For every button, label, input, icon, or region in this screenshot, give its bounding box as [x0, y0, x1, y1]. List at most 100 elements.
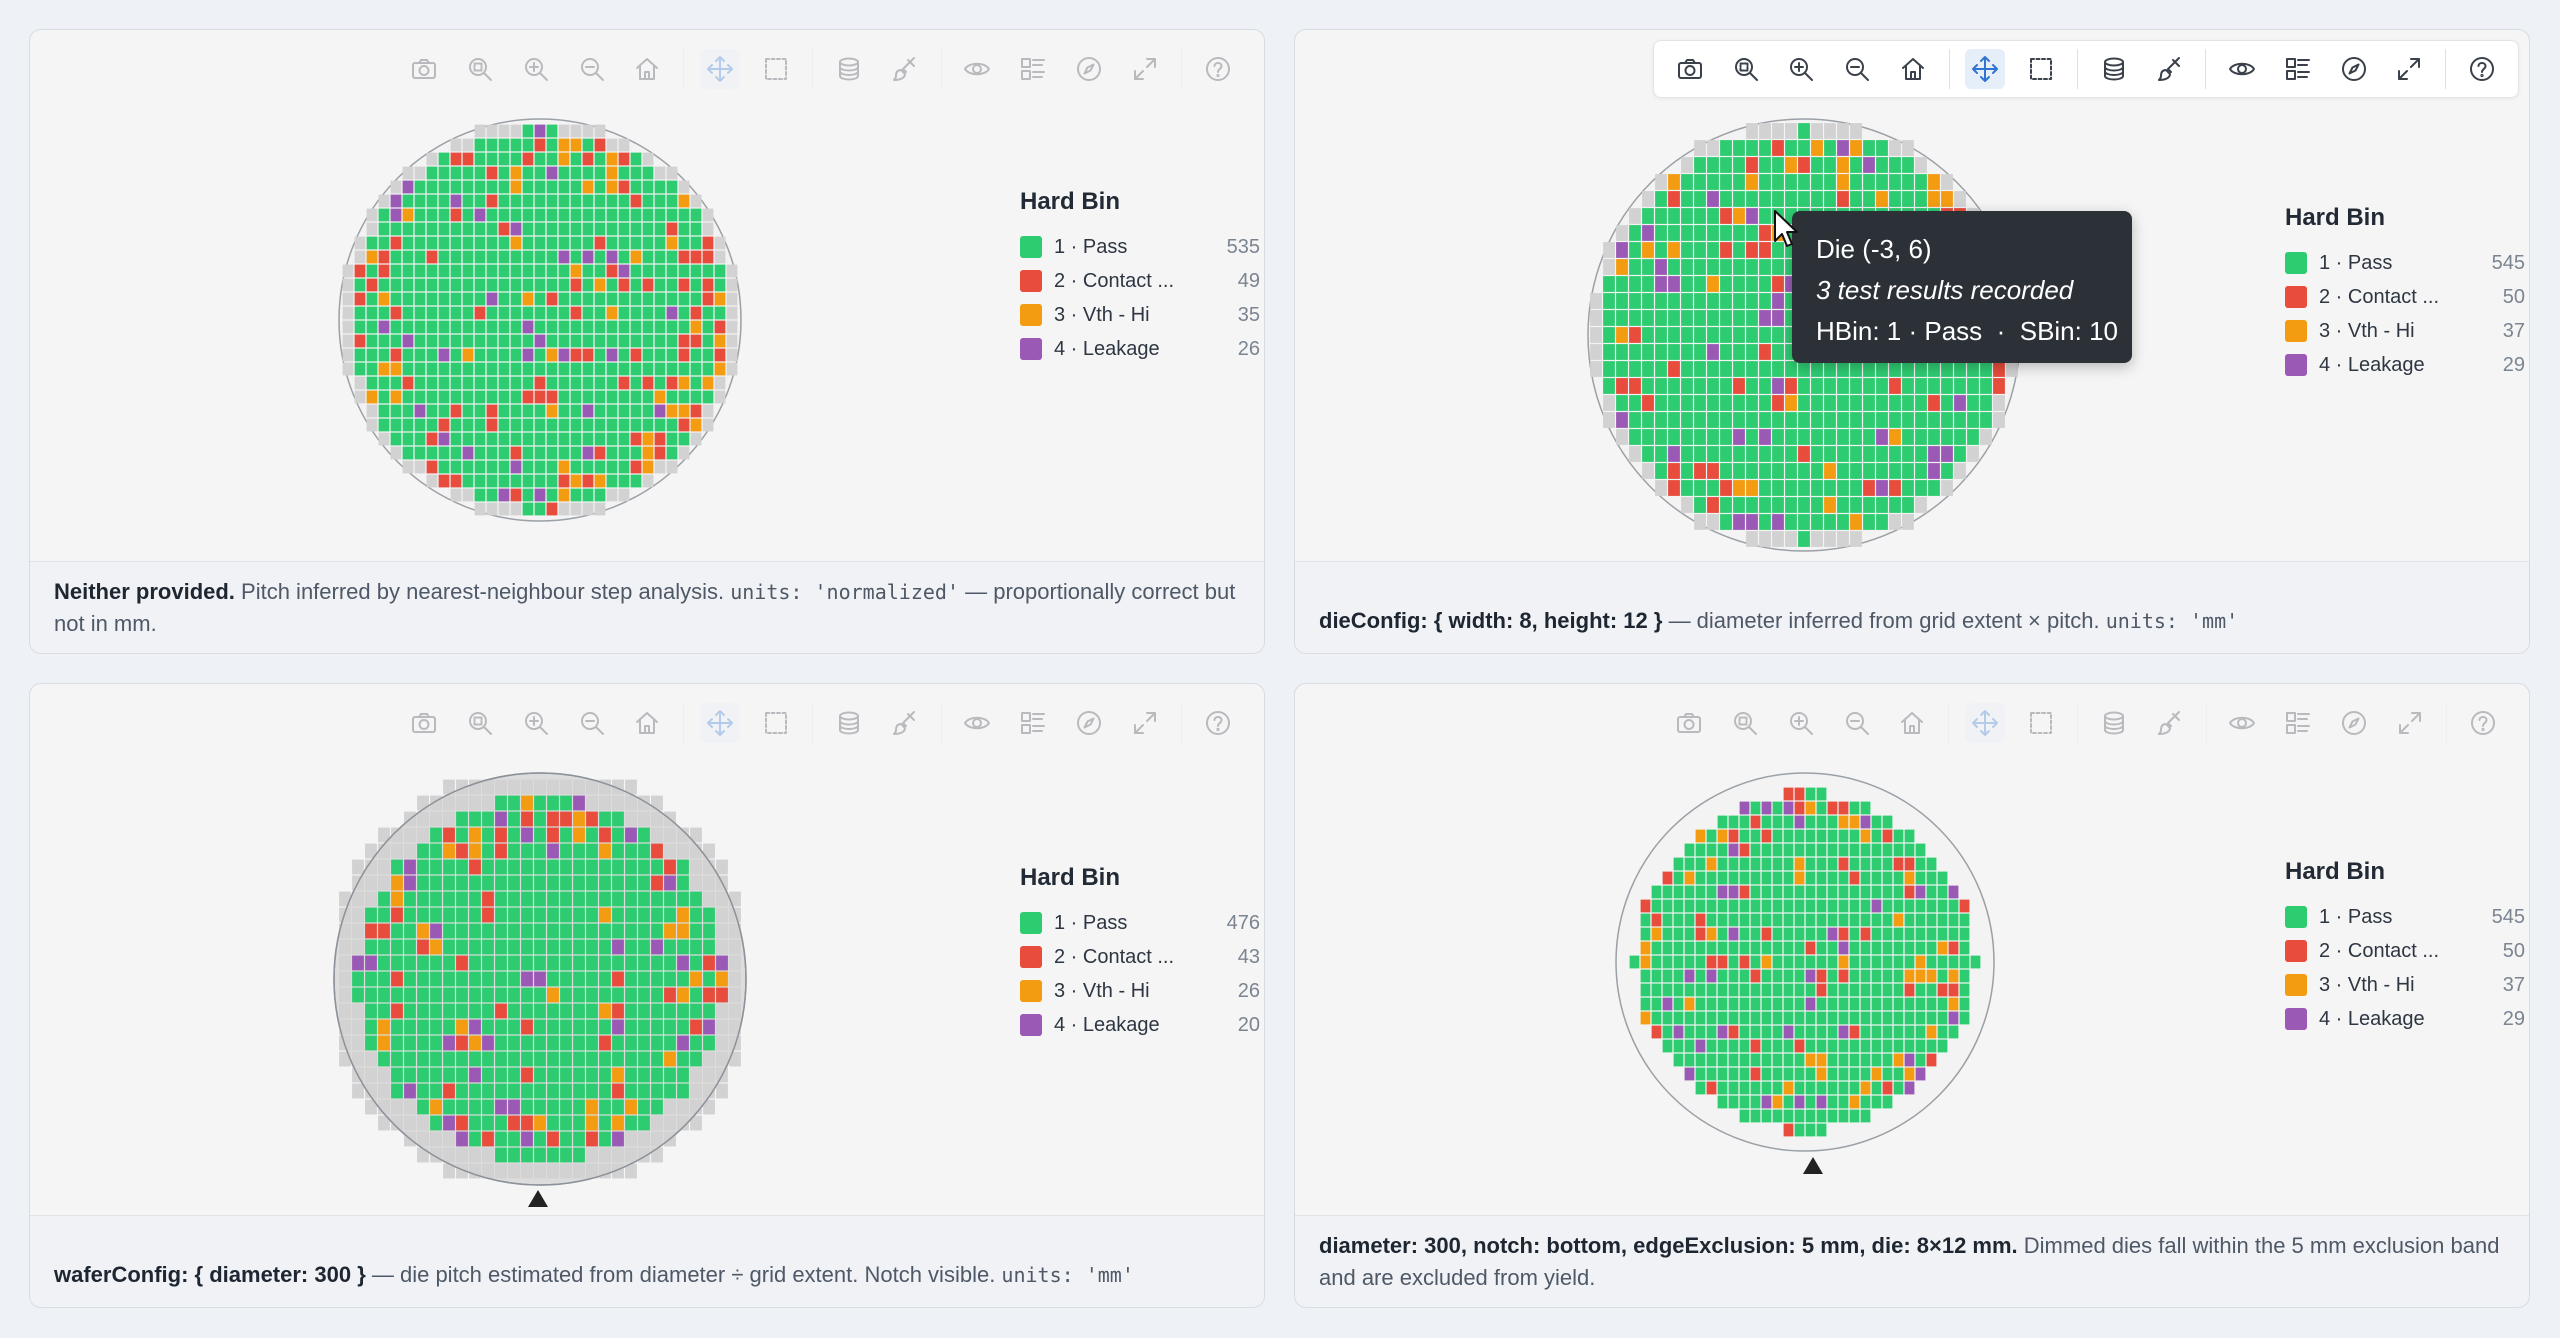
die-cell[interactable]: [1937, 1011, 1948, 1025]
die-cell[interactable]: [666, 460, 678, 474]
die-cell[interactable]: [547, 1163, 559, 1179]
die-cell[interactable]: [612, 1083, 624, 1099]
die-cell[interactable]: [547, 1099, 559, 1115]
die-cell[interactable]: [1655, 463, 1667, 479]
die-cell[interactable]: [1642, 344, 1654, 360]
die-cell[interactable]: [1785, 395, 1797, 411]
layers-button[interactable]: [829, 703, 869, 743]
die-cell[interactable]: [426, 306, 438, 320]
die-cell[interactable]: [366, 320, 378, 334]
die-cell[interactable]: [1759, 446, 1771, 462]
legend-button[interactable]: [2278, 703, 2318, 743]
die-cell[interactable]: [1640, 997, 1651, 1011]
die-cell[interactable]: [1739, 941, 1750, 955]
die-cell[interactable]: [521, 1003, 533, 1019]
die-cell[interactable]: [1882, 843, 1893, 857]
legend-item[interactable]: 4 · Leakage 29: [2285, 348, 2525, 382]
die-cell[interactable]: [630, 180, 642, 194]
die-cell[interactable]: [651, 1083, 663, 1099]
die-cell[interactable]: [438, 166, 450, 180]
die-cell[interactable]: [582, 418, 594, 432]
die-cell[interactable]: [678, 194, 690, 208]
die-cell[interactable]: [534, 811, 546, 827]
die-cell[interactable]: [534, 891, 546, 907]
die-cell[interactable]: [1783, 1123, 1794, 1137]
die-cell[interactable]: [342, 334, 354, 348]
die-cell[interactable]: [703, 891, 715, 907]
die-cell[interactable]: [1889, 412, 1901, 428]
die-cell[interactable]: [378, 1099, 390, 1115]
die-cell[interactable]: [522, 418, 534, 432]
die-cell[interactable]: [1904, 1011, 1915, 1025]
die-cell[interactable]: [547, 955, 559, 971]
die-cell[interactable]: [1863, 497, 1875, 513]
die-cell[interactable]: [1720, 140, 1732, 156]
die-cell[interactable]: [462, 166, 474, 180]
die-cell[interactable]: [573, 859, 585, 875]
die-cell[interactable]: [1629, 446, 1641, 462]
die-cell[interactable]: [438, 306, 450, 320]
die-cell[interactable]: [1785, 429, 1797, 445]
die-cell[interactable]: [1849, 871, 1860, 885]
die-cell[interactable]: [606, 180, 618, 194]
eye-button[interactable]: [2222, 703, 2262, 743]
die-cell[interactable]: [390, 264, 402, 278]
die-cell[interactable]: [1798, 174, 1810, 190]
die-cell[interactable]: [690, 250, 702, 264]
die-cell[interactable]: [1876, 191, 1888, 207]
die-cell[interactable]: [1902, 497, 1914, 513]
die-cell[interactable]: [508, 811, 520, 827]
die-cell[interactable]: [586, 1051, 598, 1067]
die-cell[interactable]: [402, 278, 414, 292]
die-cell[interactable]: [498, 502, 510, 516]
die-cell[interactable]: [495, 891, 507, 907]
die-cell[interactable]: [443, 827, 455, 843]
die-cell[interactable]: [573, 811, 585, 827]
die-cell[interactable]: [1954, 361, 1966, 377]
die-cell[interactable]: [1720, 395, 1732, 411]
die-cell[interactable]: [443, 1003, 455, 1019]
die-cell[interactable]: [1662, 1039, 1673, 1053]
die-cell[interactable]: [702, 348, 714, 362]
die-cell[interactable]: [1816, 969, 1827, 983]
die-cell[interactable]: [1882, 997, 1893, 1011]
die-cell[interactable]: [469, 1019, 481, 1035]
die-cell[interactable]: [1811, 191, 1823, 207]
die-cell[interactable]: [391, 1115, 403, 1131]
die-cell[interactable]: [1954, 463, 1966, 479]
die-cell[interactable]: [456, 795, 468, 811]
die-cell[interactable]: [690, 907, 702, 923]
die-cell[interactable]: [352, 1035, 364, 1051]
die-cell[interactable]: [438, 334, 450, 348]
die-cell[interactable]: [630, 334, 642, 348]
die-cell[interactable]: [1876, 361, 1888, 377]
die-cell[interactable]: [438, 460, 450, 474]
die-cell[interactable]: [365, 1099, 377, 1115]
die-cell[interactable]: [417, 987, 429, 1003]
die-cell[interactable]: [534, 1083, 546, 1099]
die-cell[interactable]: [1655, 378, 1667, 394]
die-cell[interactable]: [594, 488, 606, 502]
die-cell[interactable]: [450, 138, 462, 152]
die-cell[interactable]: [1707, 242, 1719, 258]
die-cell[interactable]: [1717, 927, 1728, 941]
die-cell[interactable]: [630, 348, 642, 362]
die-cell[interactable]: [521, 1099, 533, 1115]
die-cell[interactable]: [1733, 429, 1745, 445]
die-cell[interactable]: [378, 1019, 390, 1035]
die-cell[interactable]: [1642, 225, 1654, 241]
die-cell[interactable]: [1837, 140, 1849, 156]
die-cell[interactable]: [456, 1035, 468, 1051]
die-cell[interactable]: [1655, 327, 1667, 343]
die-cell[interactable]: [1783, 983, 1794, 997]
die-cell[interactable]: [391, 827, 403, 843]
die-cell[interactable]: [474, 418, 486, 432]
die-cell[interactable]: [378, 194, 390, 208]
die-cell[interactable]: [1941, 174, 1953, 190]
compass-button[interactable]: [2334, 49, 2374, 89]
die-cell[interactable]: [1651, 1011, 1662, 1025]
die-cell[interactable]: [582, 166, 594, 180]
die-cell[interactable]: [690, 236, 702, 250]
die-cell[interactable]: [378, 987, 390, 1003]
die-cell[interactable]: [1941, 412, 1953, 428]
